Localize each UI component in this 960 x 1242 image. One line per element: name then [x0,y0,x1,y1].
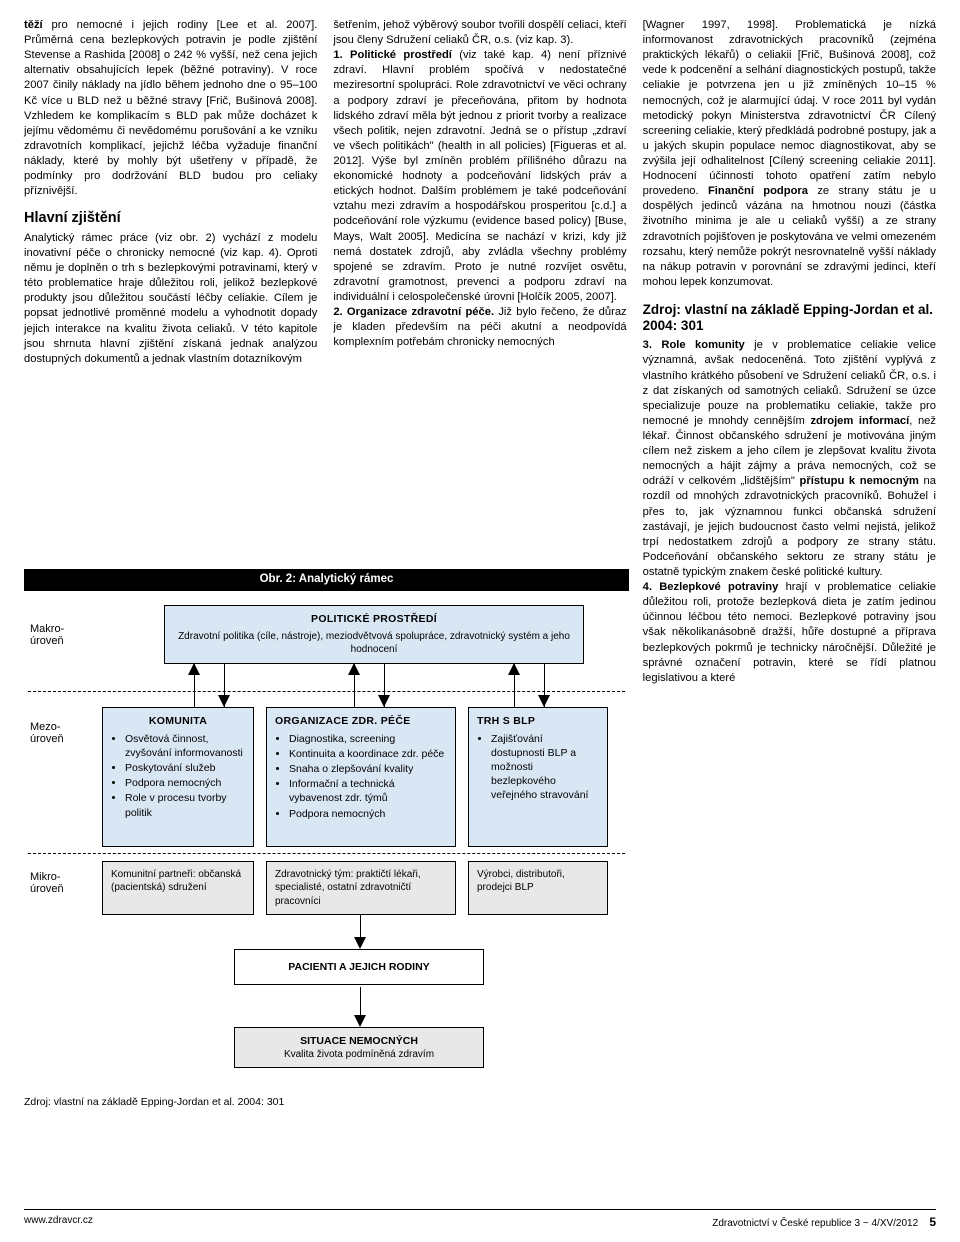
col2-para3: 2. Organizace zdravotní péče. Již bylo ř… [333,305,626,350]
arrow-patients [354,937,366,949]
col2-para2: 1. Politické prostředí (viz také kap. 4)… [333,48,626,305]
box-market-title: TRH S BLP [477,714,599,728]
col1-para2: Analytický rámec práce (viz obr. 2) vych… [24,231,317,367]
arrow-down-3 [538,695,550,707]
arrow-up-1 [188,663,200,675]
arrow-up-3 [508,663,520,675]
box-org-title: ORGANIZACE ZDR. PÉČE [275,714,447,728]
box-policy: POLITICKÉ PROSTŘEDÍ Zdravotní politika (… [164,605,584,664]
page-number: 5 [929,1215,936,1229]
figure-2: Obr. 2: Analytický rámec Makro- úroveň M… [24,569,629,1109]
footer-url: www.zdravcr.cz [24,1214,93,1231]
column-3: [Wagner 1997, 1998]. Problematická je ní… [643,18,936,686]
box-micro-b: Zdravotnický tým: praktičtí lékaři, spec… [266,861,456,915]
label-micro-level: Mikro- úroveň [30,871,64,896]
box-community-list: Osvětová činnost, zvyšování informovanos… [111,732,245,820]
col2-para1: šetřením, jehož výběrový soubor tvořili … [333,18,626,48]
box-situation-title: SITUACE NEMOCNÝCH [243,1034,475,1048]
dashed-sep-1 [28,691,625,692]
col1-para1: těží pro nemocné i jejich rodiny [Lee et… [24,18,317,199]
box-policy-sub: Zdravotní politika (cíle, nástroje), mez… [173,630,575,657]
figure-body: Makro- úroveň Mezo- úroveň Mikro- úroveň… [24,591,629,1091]
dashed-sep-2 [28,853,625,854]
figure-title: Obr. 2: Analytický rámec [24,569,629,591]
bold-lead: těží [24,19,52,31]
figure-source: Zdroj: vlastní na základě Epping-Jordan … [24,1095,629,1109]
box-micro-c: Výrobci, distributoři, prodejci BLP [468,861,608,915]
heading-main-findings: Hlavní zjištění [24,209,317,229]
page-footer: www.zdravcr.cz Zdravotnictví v České rep… [24,1209,936,1231]
col3-para2: 3. Role komunity je v problematice celia… [643,338,936,580]
col3-para1: [Wagner 1997, 1998]. Problematická je ní… [643,18,936,290]
col3-para3: 4. Bezlepkové potraviny hrají v problema… [643,580,936,686]
box-community: KOMUNITA Osvětová činnost, zvyšování inf… [102,707,254,847]
box-micro-a: Komunitní partneři: občanská (pacientská… [102,861,254,915]
box-org-list: Diagnostika, screening Kontinuita a koor… [275,732,447,821]
box-situation-sub: Kvalita života podmíněná zdravím [243,1048,475,1062]
label-meso-level: Mezo- úroveň [30,721,64,746]
arrow-down-2 [378,695,390,707]
box-policy-title: POLITICKÉ PROSTŘEDÍ [173,612,575,626]
footer-right: Zdravotnictví v České republice 3 ~ 4/XV… [712,1214,936,1231]
arrow-situation [354,1015,366,1027]
box-situation: SITUACE NEMOCNÝCH Kvalita života podmíně… [234,1027,484,1069]
box-patients: PACIENTI A JEJICH RODINY [234,949,484,985]
label-macro-level: Makro- úroveň [30,623,64,648]
figure-container: Obr. 2: Analytický rámec Makro- úroveň M… [24,563,629,1109]
box-org: ORGANIZACE ZDR. PÉČE Diagnostika, screen… [266,707,456,847]
source-heading: Zdroj: vlastní na základě Epping-Jordan … [643,302,936,334]
arrow-up-2 [348,663,360,675]
arrow-down-1 [218,695,230,707]
box-market-list: Zajišťování dostupnosti BLP a možnosti b… [477,732,599,803]
box-community-title: KOMUNITA [111,714,245,728]
box-market: TRH S BLP Zajišťování dostupnosti BLP a … [468,707,608,847]
